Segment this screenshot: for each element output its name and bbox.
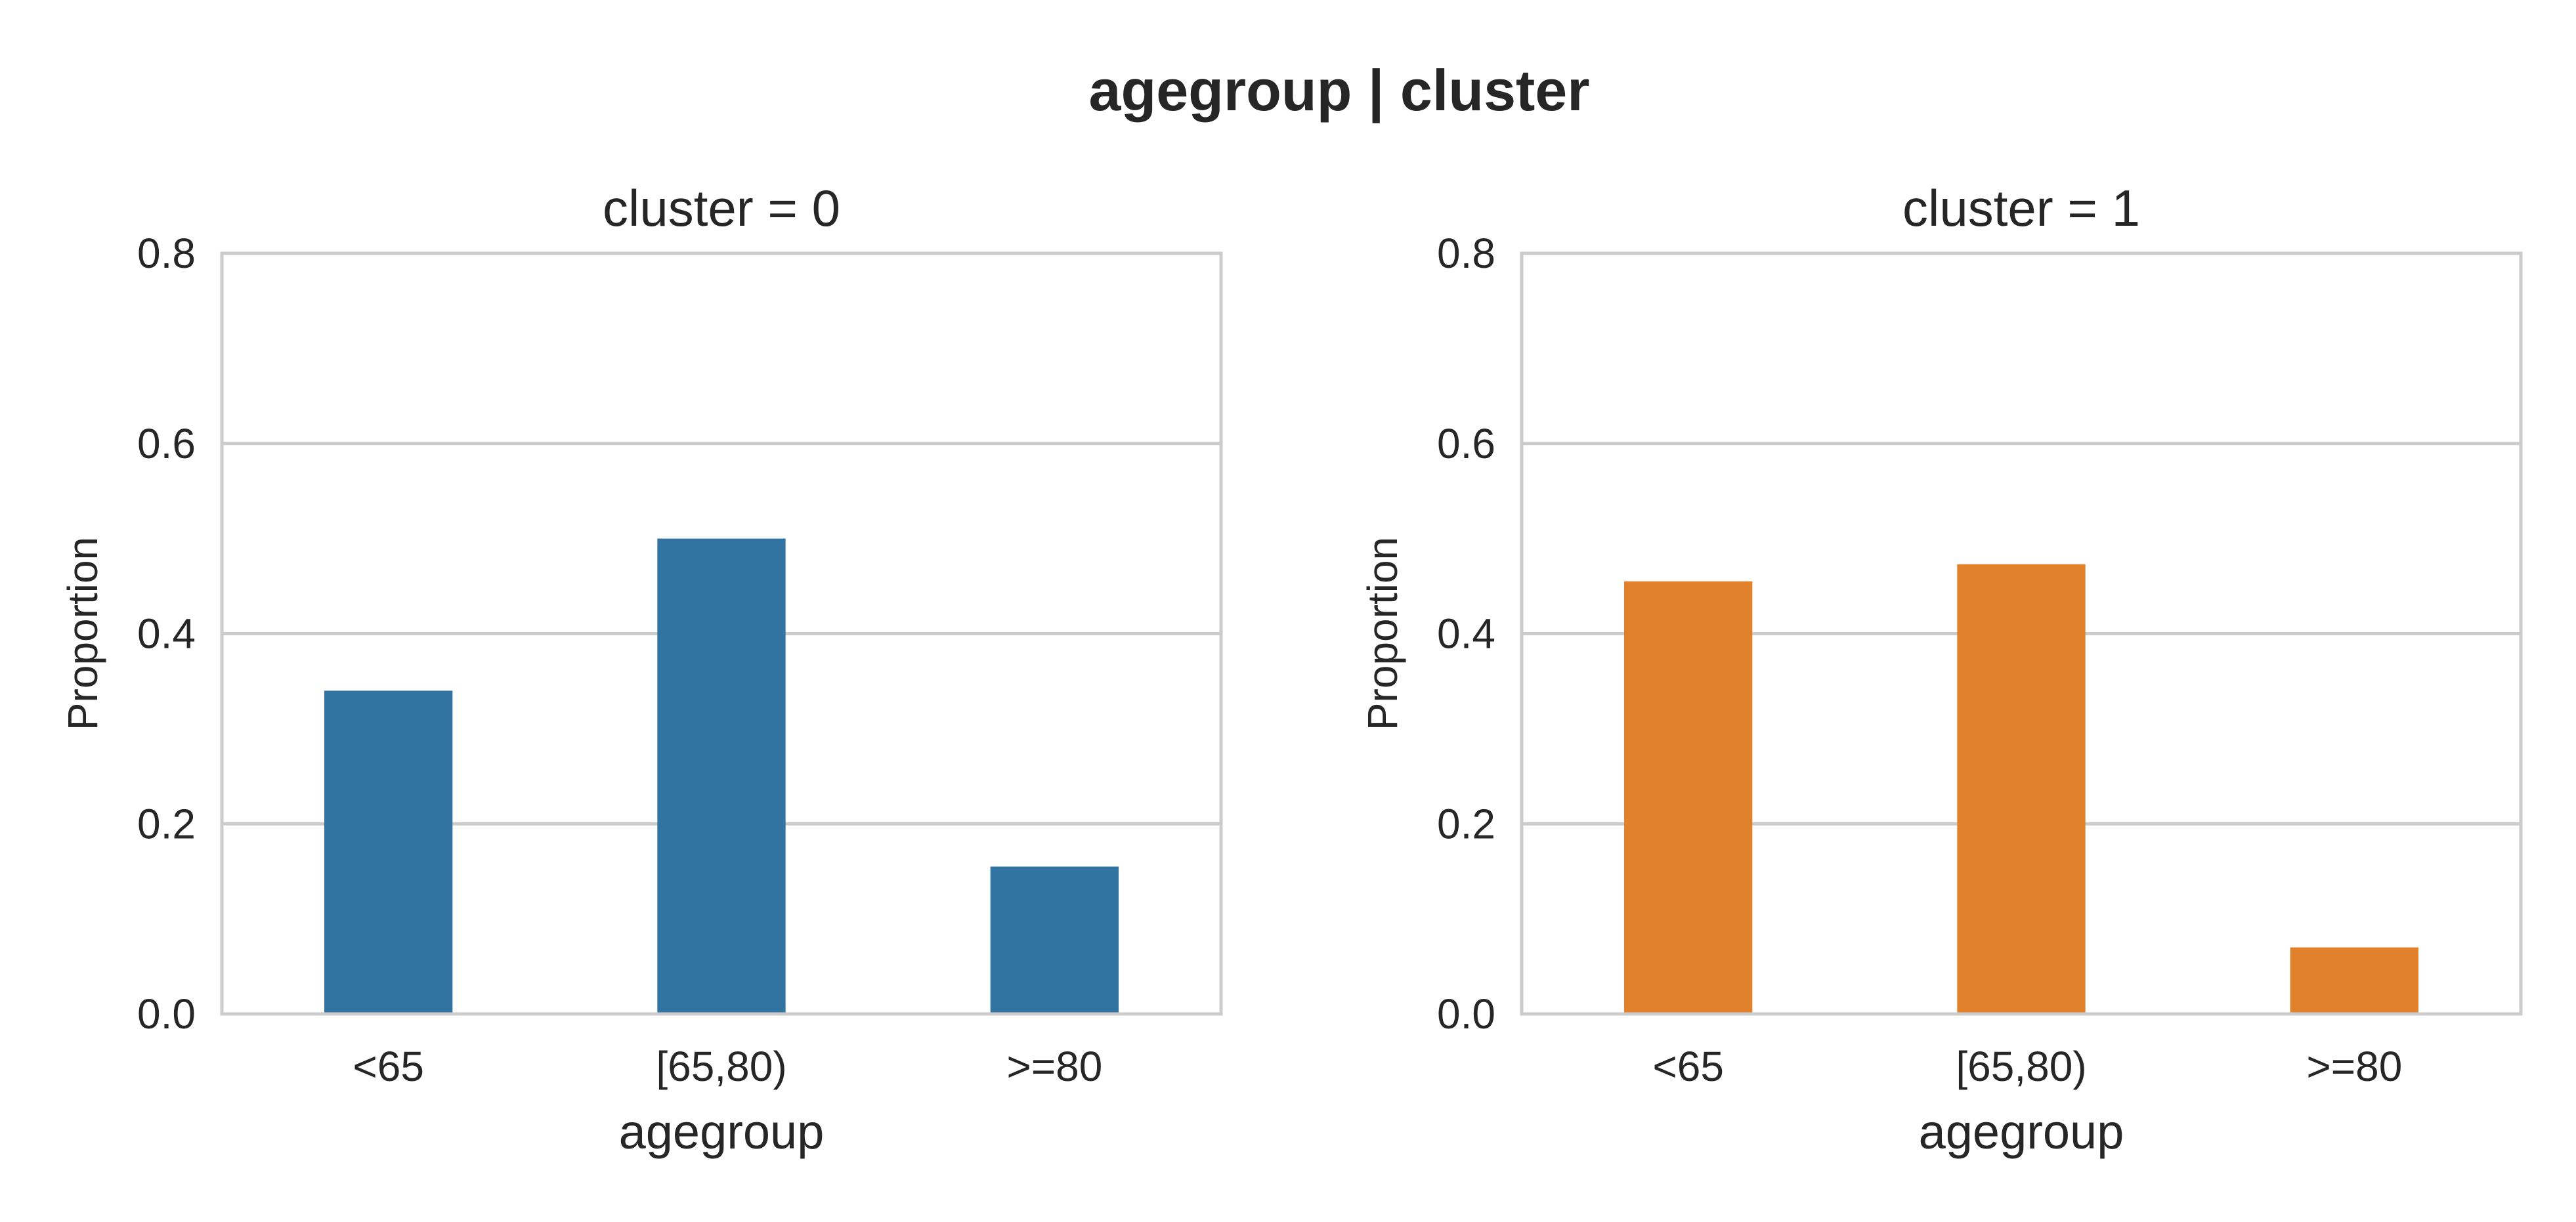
y-tick-label: 0.8 bbox=[1437, 230, 1495, 277]
plot-frame bbox=[220, 251, 1223, 1016]
x-tick-label: >=80 bbox=[2306, 1043, 2402, 1090]
x-tick-label: >=80 bbox=[1006, 1043, 1102, 1090]
bar bbox=[657, 538, 786, 1014]
bar bbox=[1624, 581, 1753, 1014]
x-tick-label: <65 bbox=[1652, 1043, 1724, 1090]
y-tick-label: 0.6 bbox=[137, 420, 196, 467]
plot-frame bbox=[1520, 251, 2523, 1016]
y-tick-label: 0.0 bbox=[137, 990, 196, 1038]
y-tick-label: 0.4 bbox=[1437, 610, 1495, 658]
bar bbox=[1957, 564, 2086, 1014]
y-tick-label: 0.4 bbox=[137, 610, 196, 658]
panel-cluster-0: 0.0 0.2 0.4 0.6 0.8 <65 [65,80) >=80 cluster = 0… bbox=[59, 179, 1223, 1159]
y-axis-label: Proportion bbox=[1359, 537, 1406, 730]
y-axis-label: Proportion bbox=[59, 537, 106, 730]
y-tick-label: 0.2 bbox=[1437, 800, 1495, 847]
panel-title: cluster = 1 bbox=[1902, 179, 2140, 237]
bar bbox=[2290, 947, 2418, 1014]
x-tick-label: [65,80) bbox=[656, 1043, 786, 1090]
x-axis-label: agegroup bbox=[619, 1105, 825, 1159]
x-tick-label: <65 bbox=[353, 1043, 424, 1090]
x-tick-label: [65,80) bbox=[1956, 1043, 2086, 1090]
bar bbox=[324, 690, 453, 1014]
y-tick-label: 0.6 bbox=[1437, 420, 1495, 467]
y-tick-label: 0.8 bbox=[137, 230, 196, 277]
figure-title: agegroup | cluster bbox=[1089, 58, 1590, 123]
panel-title: cluster = 0 bbox=[603, 179, 840, 237]
bar bbox=[990, 866, 1119, 1014]
y-tick-label: 0.0 bbox=[1437, 990, 1495, 1038]
panel-cluster-1: 0.0 0.2 0.4 0.6 0.8 <65 [65,80) >=80 cluster = 1… bbox=[1359, 179, 2523, 1159]
x-axis-label: agegroup bbox=[1919, 1105, 2124, 1159]
y-tick-label: 0.2 bbox=[137, 800, 196, 847]
